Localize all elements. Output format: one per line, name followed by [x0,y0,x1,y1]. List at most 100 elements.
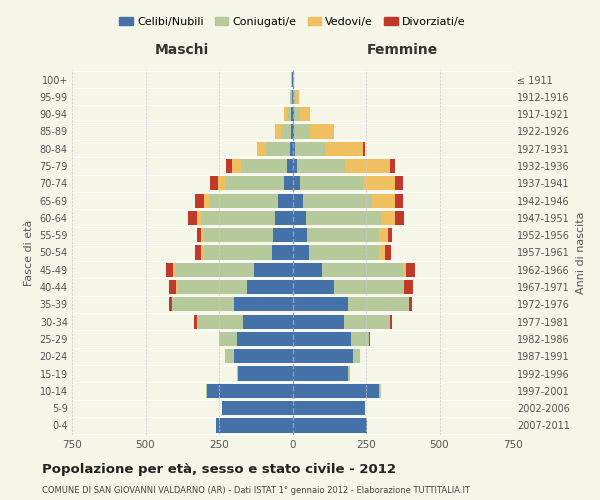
Bar [293,211,395,225]
Bar [278,194,293,207]
Bar [293,176,363,190]
Bar [293,384,381,398]
Bar [293,90,296,104]
Bar [202,246,293,260]
Text: COMUNE DI SAN GIOVANNI VALDARNO (AR) - Dati ISTAT 1° gennaio 2012 - Elaborazione: COMUNE DI SAN GIOVANNI VALDARNO (AR) - D… [42,486,470,495]
Bar [293,124,334,138]
Bar [292,72,293,86]
Bar [293,159,297,173]
Bar [169,280,293,294]
Bar [293,194,303,207]
Bar [293,142,363,156]
Bar [238,366,293,380]
Bar [293,90,299,104]
Bar [293,211,306,225]
Bar [226,159,293,173]
Bar [293,159,389,173]
Bar [272,246,293,260]
Bar [293,262,322,277]
Bar [290,90,293,104]
Bar [293,349,360,364]
Bar [293,107,294,121]
Y-axis label: Anni di nascita: Anni di nascita [575,211,586,294]
Bar [197,314,293,329]
Text: Popolazione per età, sesso e stato civile - 2012: Popolazione per età, sesso e stato civil… [42,462,396,475]
Bar [293,159,395,173]
Bar [207,384,293,398]
Bar [293,142,365,156]
Bar [275,124,293,138]
Bar [293,176,300,190]
Bar [293,332,369,346]
Bar [293,194,403,207]
Bar [293,228,307,242]
Bar [225,176,293,190]
Bar [197,228,293,242]
Bar [293,349,353,364]
Bar [293,176,403,190]
Bar [293,280,413,294]
Bar [287,159,293,173]
Bar [241,159,293,173]
Bar [293,332,370,346]
Bar [293,107,310,121]
Bar [293,124,294,138]
Bar [293,72,294,86]
Bar [293,298,409,312]
Bar [236,366,293,380]
Bar [281,124,293,138]
Bar [275,211,293,225]
Bar [222,401,293,415]
Bar [293,228,379,242]
Bar [202,228,293,242]
Bar [287,107,293,121]
Bar [293,107,300,121]
Bar [173,262,293,277]
Bar [232,159,293,173]
Bar [210,194,293,207]
Bar [293,176,395,190]
Y-axis label: Fasce di età: Fasce di età [24,220,34,286]
Bar [247,280,293,294]
Bar [293,298,349,312]
Bar [274,228,293,242]
Bar [293,194,372,207]
Bar [176,280,293,294]
Bar [234,298,293,312]
Bar [293,332,352,346]
Bar [293,314,344,329]
Bar [206,384,293,398]
Bar [242,314,293,329]
Bar [293,194,395,207]
Bar [169,298,293,312]
Bar [293,262,415,277]
Bar [219,332,293,346]
Bar [293,384,379,398]
Bar [293,314,392,329]
Bar [293,142,295,156]
Legend: Celibi/Nubili, Coniugati/e, Vedovi/e, Divorziati/e: Celibi/Nubili, Coniugati/e, Vedovi/e, Di… [119,17,466,27]
Bar [293,211,381,225]
Bar [293,159,346,173]
Bar [291,124,293,138]
Bar [290,142,293,156]
Bar [293,246,379,260]
Bar [218,176,293,190]
Bar [284,107,293,121]
Bar [204,246,293,260]
Bar [188,211,293,225]
Bar [202,211,293,225]
Bar [210,176,293,190]
Bar [196,194,293,207]
Bar [293,314,389,329]
Bar [204,228,293,242]
Bar [293,124,310,138]
Bar [293,246,308,260]
Bar [293,418,367,432]
Bar [266,142,293,156]
Bar [293,280,334,294]
Bar [291,107,293,121]
Bar [204,194,293,207]
Bar [254,262,293,277]
Bar [284,176,293,190]
